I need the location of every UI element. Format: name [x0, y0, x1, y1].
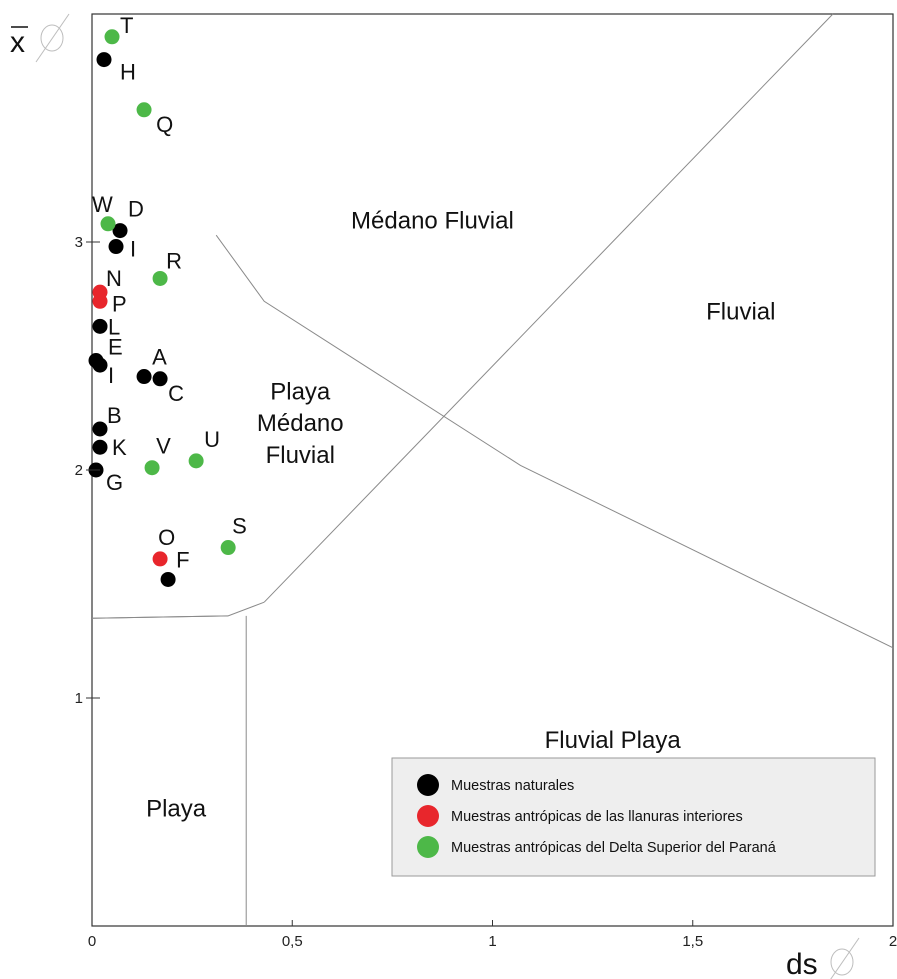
point-label: Q	[156, 112, 173, 137]
point-label: A	[152, 345, 167, 370]
region-label: Fluvial	[266, 442, 335, 469]
y-tick-label: 1	[75, 690, 83, 707]
region-boundary-1	[215, 234, 894, 649]
point-label: D	[128, 197, 144, 222]
point-label: I	[108, 363, 114, 388]
point-label: N	[106, 266, 122, 291]
region-labels: Médano Fluvial Fluvial Playa Médano Fluvial F…	[146, 207, 775, 822]
data-point	[92, 421, 108, 437]
y-ticks: 1 2 3	[75, 234, 100, 707]
region-label: Playa	[270, 378, 331, 405]
diameter-symbol-icon	[830, 937, 860, 979]
data-point	[92, 357, 108, 373]
region-boundary-2	[263, 13, 834, 603]
point-label: I	[130, 237, 136, 262]
point-label: R	[166, 248, 182, 273]
legend-entries: Muestras naturales Muestras antrópicas de…	[417, 774, 777, 858]
point-label: E	[108, 335, 123, 360]
region-label: Playa	[146, 796, 207, 823]
point-label: U	[204, 427, 220, 452]
diameter-symbol-icon	[35, 13, 70, 63]
data-point	[92, 439, 108, 455]
data-point	[136, 102, 152, 118]
point-label: P	[112, 291, 127, 316]
data-point	[92, 293, 108, 309]
y-axis: 1 2 3 x	[10, 13, 100, 707]
y-tick-label: 2	[75, 462, 83, 479]
x-axis: 0 0,5 1 1,5 2 ds	[88, 920, 897, 979]
region-label: Fluvial Playa	[545, 727, 682, 754]
legend-entry-label: Muestras antrópicas del Delta Superior d…	[451, 840, 777, 856]
point-label: L	[108, 314, 120, 339]
data-point	[188, 453, 204, 469]
data-point	[152, 371, 168, 387]
data-point	[136, 369, 152, 385]
region-boundaries	[91, 13, 894, 926]
data-point	[152, 270, 168, 286]
data-point	[96, 52, 112, 68]
x-tick-label: 2	[889, 933, 897, 950]
point-label: K	[112, 435, 127, 460]
point-label: O	[158, 525, 175, 550]
x-ticks: 0 0,5 1 1,5 2	[88, 920, 897, 950]
data-point	[112, 223, 128, 239]
x-tick-label: 1,5	[682, 933, 703, 950]
legend-entry-label: Muestras antrópicas de las llanuras inte…	[451, 809, 743, 825]
x-tick-label: 1	[488, 933, 496, 950]
point-label: B	[107, 403, 122, 428]
y-tick-label: 3	[75, 234, 83, 251]
x-tick-label: 0	[88, 933, 96, 950]
data-point	[152, 551, 168, 567]
y-axis-label: x	[10, 26, 25, 59]
x-tick-label: 0,5	[282, 933, 303, 950]
region-boundary-4	[91, 615, 229, 619]
point-label: V	[156, 434, 171, 459]
region-label: Fluvial	[706, 299, 775, 326]
legend-entry-label: Muestras naturales	[451, 778, 574, 794]
legend-marker	[417, 836, 439, 858]
region-boundary-3	[91, 601, 265, 619]
legend-marker	[417, 805, 439, 827]
data-point	[104, 29, 120, 45]
data-point	[220, 540, 236, 556]
point-label: G	[106, 470, 123, 495]
point-label: T	[120, 13, 133, 38]
region-label: Médano Fluvial	[351, 207, 514, 234]
x-axis-label: ds	[786, 948, 818, 979]
point-label: H	[120, 60, 136, 85]
data-point	[108, 239, 124, 255]
legend-marker	[417, 774, 439, 796]
data-point	[92, 318, 108, 334]
point-label: W	[92, 192, 113, 217]
point-label: S	[232, 514, 247, 539]
legend-box	[391, 757, 876, 877]
legend: Muestras naturales Muestras antrópicas de…	[391, 757, 876, 877]
point-label: C	[168, 381, 184, 406]
point-label: F	[176, 547, 189, 572]
data-point	[144, 460, 160, 476]
data-point	[160, 571, 176, 587]
data-point	[100, 216, 116, 232]
region-label: Médano	[257, 410, 344, 437]
